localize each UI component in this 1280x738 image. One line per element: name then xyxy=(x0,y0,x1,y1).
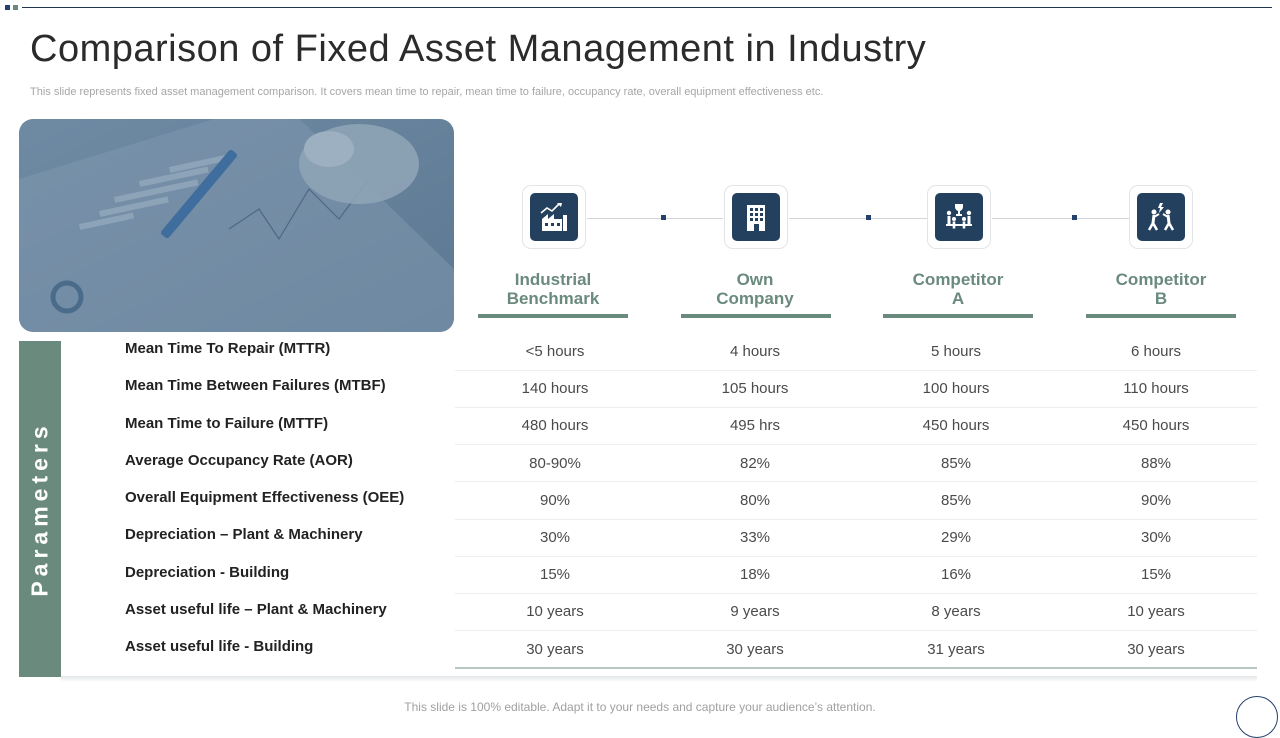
parameter-label: Mean Time Between Failures (MTBF) xyxy=(125,377,386,394)
table-cell: 15% xyxy=(539,566,571,583)
table-cell: 30% xyxy=(539,529,571,546)
table-cell: 100 hours xyxy=(922,380,990,397)
column-underline xyxy=(681,314,831,318)
table-cell: 85% xyxy=(940,455,972,472)
top-rule xyxy=(22,7,1272,8)
connector-dot xyxy=(1072,215,1077,220)
row-divider xyxy=(455,593,1257,594)
table-cell: 82% xyxy=(739,455,771,472)
table-cell: 31 years xyxy=(927,641,985,658)
table-cell: <5 hours xyxy=(525,343,585,360)
row-divider xyxy=(455,481,1257,482)
parameter-label: Asset useful life - Building xyxy=(125,638,314,655)
sidebar-label: Parameters xyxy=(26,421,53,597)
row-divider xyxy=(455,556,1257,557)
parameter-label: Depreciation – Plant & Machinery xyxy=(125,526,363,543)
table-cell: 90% xyxy=(1140,492,1172,509)
table-cell: 9 years xyxy=(730,603,780,620)
table-cell: 450 hours xyxy=(1122,417,1190,434)
parameter-label: Average Occupancy Rate (AOR) xyxy=(125,452,353,469)
header-connector xyxy=(992,218,1129,219)
table-cell: 140 hours xyxy=(521,380,589,397)
row-divider xyxy=(455,519,1257,520)
table-cell: 30 years xyxy=(726,641,784,658)
table-cell: 4 hours xyxy=(729,343,781,360)
column-header-industrial-benchmark: Industrial Benchmark xyxy=(506,270,600,308)
row-divider xyxy=(455,630,1257,631)
team-trophy-icon xyxy=(946,204,972,229)
table-cell: 105 hours xyxy=(721,380,789,397)
table-cell: 16% xyxy=(940,566,972,583)
column-underline xyxy=(1086,314,1236,318)
table-cell: 29% xyxy=(940,529,972,546)
table-cell: 80-90% xyxy=(529,455,581,472)
connector-dot xyxy=(661,215,666,220)
column-header-competitor-a: Competitor A xyxy=(912,270,1004,308)
table-cell: 10 years xyxy=(526,603,584,620)
own-company-icon-box xyxy=(724,185,788,249)
table-cell: 80% xyxy=(739,492,771,509)
table-cell: 33% xyxy=(739,529,771,546)
row-divider xyxy=(455,370,1257,371)
table-cell: 495 hrs xyxy=(729,417,781,434)
table-cell: 480 hours xyxy=(521,417,589,434)
competitor-b-icon-box xyxy=(1129,185,1193,249)
table-cell: 110 hours xyxy=(1123,380,1189,397)
table-cell: 8 years xyxy=(931,603,981,620)
column-header-own-company: Own Company xyxy=(716,270,794,308)
competitor-a-icon-box xyxy=(927,185,991,249)
column-underline xyxy=(478,314,628,318)
footer-note: This slide is 100% editable. Adapt it to… xyxy=(404,700,876,714)
competition-figures-icon xyxy=(1147,203,1175,231)
page-subtitle: This slide represents fixed asset manage… xyxy=(30,86,824,98)
parameters-sidebar: Parameters xyxy=(19,341,61,677)
top-square-dark xyxy=(5,5,10,10)
industry-chart-icon xyxy=(540,203,567,231)
office-building-icon xyxy=(747,205,765,231)
hero-photo xyxy=(19,119,454,332)
table-shadow xyxy=(61,676,1257,682)
header-connector xyxy=(789,218,927,219)
header-connector xyxy=(587,218,723,219)
table-cell: 30 years xyxy=(1127,641,1185,658)
parameter-label: Depreciation - Building xyxy=(125,564,290,581)
table-cell: 5 hours xyxy=(930,343,982,360)
parameter-label: Asset useful life – Plant & Machinery xyxy=(125,601,387,618)
top-square-accent xyxy=(13,5,18,10)
column-header-competitor-b: Competitor B xyxy=(1115,270,1207,308)
table-cell: 85% xyxy=(940,492,972,509)
corner-circle-decoration xyxy=(1236,696,1278,738)
table-bottom-rule xyxy=(455,667,1257,669)
row-divider xyxy=(455,444,1257,445)
industrial-benchmark-icon-box xyxy=(522,185,586,249)
row-divider xyxy=(455,407,1257,408)
table-cell: 88% xyxy=(1140,455,1172,472)
table-cell: 90% xyxy=(539,492,571,509)
table-cell: 30% xyxy=(1140,529,1172,546)
connector-dot xyxy=(866,215,871,220)
column-underline xyxy=(883,314,1033,318)
page-title: Comparison of Fixed Asset Management in … xyxy=(30,28,927,70)
table-cell: 450 hours xyxy=(922,417,990,434)
table-cell: 15% xyxy=(1140,566,1172,583)
parameter-label: Mean Time To Repair (MTTR) xyxy=(125,340,331,357)
parameter-label: Overall Equipment Effectiveness (OEE) xyxy=(125,489,405,506)
table-cell: 18% xyxy=(739,566,771,583)
table-cell: 30 years xyxy=(526,641,584,658)
table-cell: 6 hours xyxy=(1130,343,1182,360)
table-cell: 10 years xyxy=(1127,603,1185,620)
parameter-label: Mean Time to Failure (MTTF) xyxy=(125,415,329,432)
